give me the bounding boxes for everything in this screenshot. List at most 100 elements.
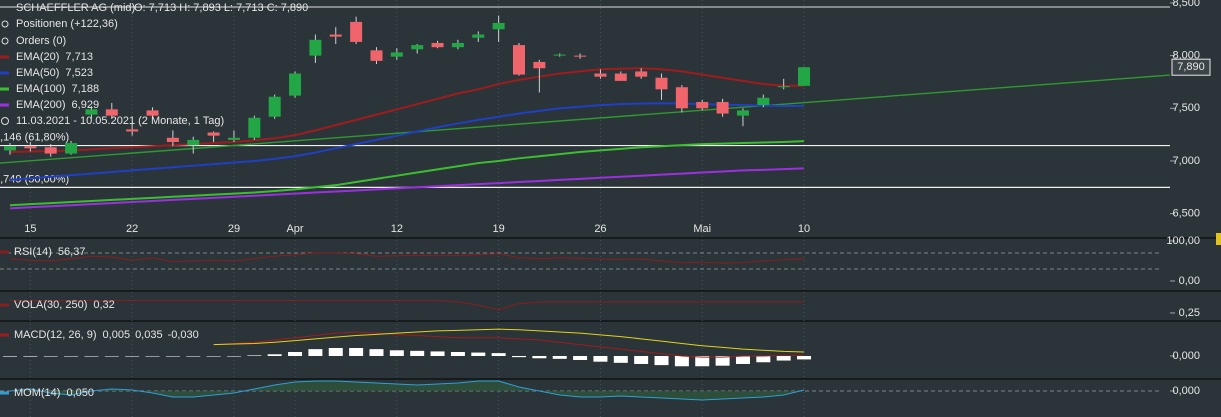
- candle-body: [798, 67, 811, 86]
- histogram-bar: [206, 355, 221, 357]
- histogram-bar: [23, 355, 38, 357]
- candle-body: [248, 117, 261, 138]
- histogram-bar: [84, 355, 99, 357]
- legend-value: 7,523: [65, 67, 93, 79]
- candle-body: [65, 143, 78, 154]
- candle-body: [105, 109, 118, 116]
- histogram-bar: [267, 354, 282, 356]
- legend-swatch: [0, 71, 9, 75]
- candle-body: [85, 109, 98, 115]
- candle-body: [472, 34, 485, 38]
- indicator-name: RSI(14): [14, 246, 52, 258]
- x-tick-label: 10: [798, 223, 810, 235]
- indicator-value: -0,030: [168, 329, 199, 341]
- x-tick-label: 29: [228, 223, 240, 235]
- histogram-bar: [674, 355, 689, 367]
- candle-body: [126, 129, 139, 132]
- indicator-name: VOLA(30, 250): [14, 299, 87, 311]
- series-line: [9, 167, 805, 210]
- legend-item: Positionen (+122,36): [16, 18, 118, 30]
- series-line: [9, 140, 805, 207]
- candle-body: [736, 110, 749, 116]
- candle-body: [329, 34, 342, 37]
- candle-body: [696, 101, 709, 109]
- x-tick-label: 26: [594, 223, 606, 235]
- histogram-bar: [573, 355, 588, 360]
- candle-body: [777, 86, 790, 88]
- legend-value: 7,188: [72, 83, 100, 95]
- candle-body: [513, 45, 525, 75]
- y-tick-label: 7,000: [1172, 155, 1200, 167]
- series-line: [9, 252, 805, 264]
- legend-name: EMA(100): [16, 83, 66, 95]
- candle-body: [146, 110, 159, 116]
- legend-name: EMA(50): [16, 67, 59, 79]
- histogram-bar: [471, 352, 486, 356]
- y-tick-label: 7,500: [1172, 102, 1200, 114]
- candle-body: [635, 71, 648, 77]
- y-tick-label: 100,00: [1166, 235, 1200, 247]
- legend-name: EMA(20): [16, 51, 59, 63]
- y-tick-label: 0,00: [1179, 275, 1200, 287]
- scroll-marker: [1216, 233, 1221, 245]
- histogram-bar: [532, 355, 547, 359]
- y-tick-label: 8,500: [1172, 0, 1200, 9]
- indicator-value: 0,050: [66, 387, 94, 399]
- x-tick-label: 12: [391, 223, 403, 235]
- histogram-bar: [389, 350, 404, 356]
- histogram-bar: [654, 355, 669, 366]
- legend-value: 6,929: [72, 99, 100, 111]
- indicator-value: 0,035: [135, 329, 163, 341]
- histogram-bar: [104, 355, 119, 357]
- candle-body: [492, 22, 505, 30]
- candle-body: [44, 147, 57, 154]
- histogram-bar: [450, 351, 465, 356]
- histogram-bar: [410, 350, 425, 356]
- legend-icon: [1, 117, 9, 125]
- legend-swatch: [0, 103, 9, 107]
- histogram-bar: [715, 355, 730, 366]
- histogram-bar: [3, 355, 17, 357]
- histogram-bar: [430, 351, 445, 356]
- histogram-bar: [288, 351, 303, 356]
- legend-icon: [1, 37, 9, 45]
- legend-value: 7,713: [65, 51, 93, 63]
- candle-body: [370, 50, 383, 61]
- series-line: [10, 299, 805, 311]
- candle-body: [594, 73, 607, 77]
- candle-body: [289, 73, 302, 96]
- trend-line: [0, 74, 1171, 164]
- legend-item: Orders (0): [16, 35, 66, 47]
- histogram-bar: [226, 355, 241, 357]
- candle-body: [207, 132, 220, 136]
- x-tick-label: 15: [24, 223, 36, 235]
- candle-body: [24, 146, 37, 149]
- candle-body: [614, 73, 627, 81]
- indicator-name: MACD(12, 26, 9): [14, 329, 97, 341]
- candle-body: [655, 77, 668, 90]
- candle-body: [166, 137, 179, 142]
- x-tick-label: Apr: [286, 223, 303, 235]
- legend-icon: [1, 20, 9, 28]
- histogram-bar: [613, 355, 628, 363]
- indicator-value: 0,005: [103, 329, 131, 341]
- candle-body: [574, 55, 587, 57]
- histogram-bar: [695, 355, 710, 367]
- legend-swatch: [0, 391, 9, 395]
- histogram-bar: [247, 355, 262, 356]
- series-line: [213, 328, 805, 353]
- indicator-value: 56,37: [58, 246, 86, 258]
- candle-body: [757, 97, 770, 106]
- x-tick-label: 19: [493, 223, 505, 235]
- x-tick-label: 22: [126, 223, 138, 235]
- series-line: [9, 67, 805, 153]
- histogram-bar: [593, 355, 608, 362]
- candle-body: [716, 101, 729, 114]
- candle-body: [451, 42, 464, 48]
- candle-body: [350, 21, 363, 42]
- last-price-box: [1171, 58, 1211, 76]
- histogram-bar: [125, 355, 140, 357]
- histogram-bar: [552, 355, 567, 359]
